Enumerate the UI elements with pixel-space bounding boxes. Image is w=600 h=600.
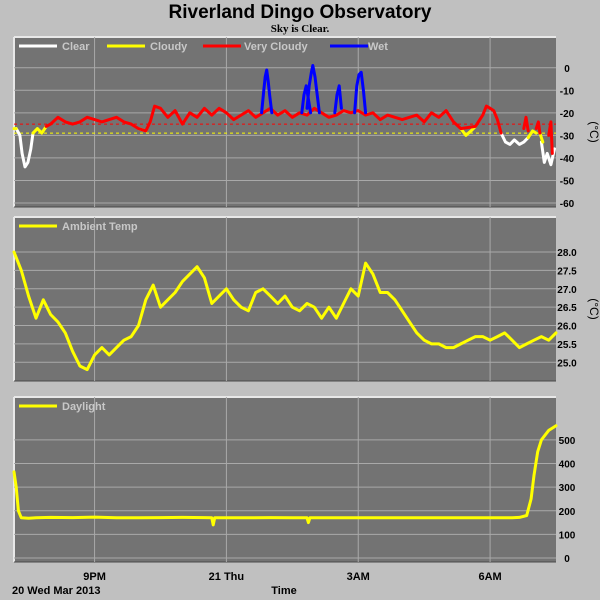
series-line-clear	[14, 127, 35, 169]
y-tick-label: 100	[559, 530, 576, 541]
series-line-wet	[260, 68, 274, 115]
legend-label-very-cloudy: Very Cloudy	[244, 41, 308, 53]
legend-label-wet: Wet	[368, 41, 388, 53]
series-line-wet	[333, 84, 343, 115]
y-tick-label: -60	[560, 199, 575, 210]
x-axis-label: Time	[271, 585, 296, 597]
y-tick-label: 27.5	[557, 266, 577, 277]
date-label: 20 Wed Mar 2013	[12, 585, 100, 597]
plot-area	[14, 217, 556, 381]
ambient-temp-panel: 28.0 27.5 27.0 26.5 26.0 25.5 25.0 (°C) Ambient …	[12, 216, 600, 382]
y-tick-label: 28.0	[557, 248, 577, 259]
chart-subtitle: Sky is Clear.	[271, 23, 330, 35]
plot-area	[14, 37, 556, 207]
y-tick-label: 25.0	[557, 358, 577, 369]
sky-panel: 0 -10 -20 -30 -40 -50 -60 (°C) Clear Cloudy Very C…	[12, 36, 600, 210]
y-tick-label: 400	[559, 460, 576, 471]
series-line-clear	[499, 131, 530, 146]
series-line-cloudy	[459, 124, 477, 137]
series-line-very-cloudy	[522, 115, 530, 133]
plot-area	[14, 397, 556, 562]
y-tick-label: -20	[560, 109, 575, 120]
y-tick-label: 27.0	[557, 285, 577, 296]
y-tick-label: 0	[564, 554, 570, 565]
series-line-very-cloudy	[534, 120, 542, 135]
y-tick-label: -10	[560, 86, 575, 97]
series-line-wet	[300, 84, 313, 115]
series-line-cloudy	[526, 129, 538, 140]
series-line-ambient-temp	[12, 250, 558, 372]
x-axis-ticks: 9PM 21 Thu 3AM 6AM	[83, 571, 501, 583]
y-axis-unit: (°C)	[587, 121, 600, 142]
y-tick-label: 300	[559, 483, 576, 494]
x-tick-label: 3AM	[347, 571, 370, 583]
legend-label-clear: Clear	[62, 41, 90, 53]
legend-label-ambient-temp: Ambient Temp	[62, 221, 138, 233]
y-tick-label: 25.5	[557, 340, 577, 351]
y-tick-label: -50	[560, 176, 575, 187]
y-tick-label: -40	[560, 154, 575, 165]
series-line-cloudy	[538, 131, 545, 144]
legend-label-cloudy: Cloudy	[150, 41, 188, 53]
x-tick-label: 6AM	[478, 571, 501, 583]
daylight-panel: 500 400 300 200 100 0 Daylight	[12, 396, 576, 565]
y-axis-unit: (°C)	[587, 298, 600, 319]
y-tick-label: -30	[560, 131, 575, 142]
y-tick-label: 26.0	[557, 322, 577, 333]
series-line-wet	[353, 70, 368, 115]
series-line-daylight	[12, 424, 558, 527]
y-tick-label: 26.5	[557, 303, 577, 314]
legend-label-daylight: Daylight	[62, 401, 106, 413]
series-line-cloudy	[31, 124, 48, 135]
x-tick-label: 21 Thu	[209, 571, 244, 583]
chart-title: Riverland Dingo Observatory	[169, 2, 432, 23]
x-tick-label: 9PM	[83, 571, 106, 583]
series-line-clear	[539, 140, 556, 167]
series-line-wet	[305, 64, 321, 115]
y-tick-label: 0	[564, 64, 570, 75]
y-tick-label: 200	[559, 507, 576, 518]
y-tick-label: 500	[559, 436, 576, 447]
series-line-very-cloudy	[44, 104, 503, 135]
series-line-very-cloudy	[547, 120, 554, 155]
